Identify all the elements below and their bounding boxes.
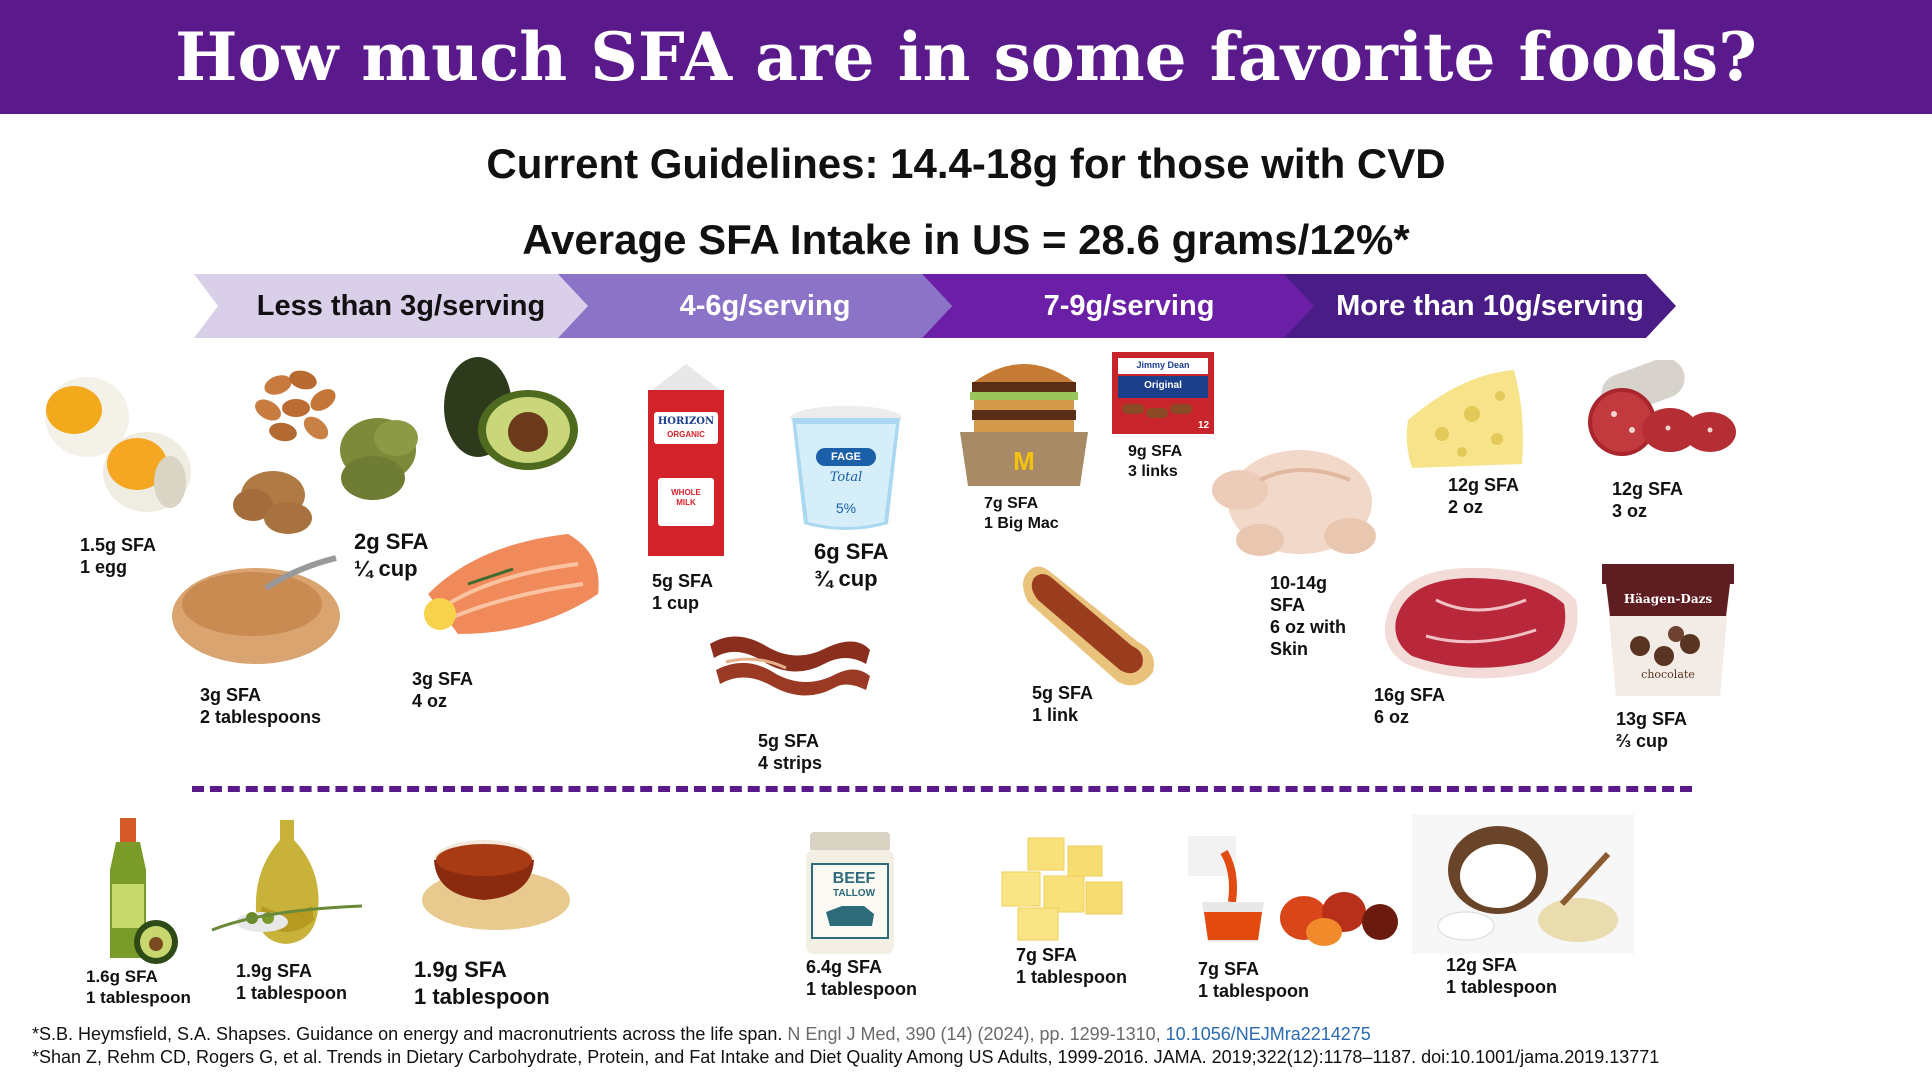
milk-carton-image: HORIZON ORGANIC WHOLE MILK xyxy=(644,360,728,560)
beef-tallow-label: 6.4g SFA 1 tablespoon xyxy=(806,957,918,999)
ice-cream-image: Häagen-Dazs chocolate xyxy=(1600,562,1736,698)
tallow-brand: BEEF xyxy=(832,870,876,887)
egg-image xyxy=(42,372,192,512)
peanut-butter-label: 3g SFA 2 tablespoons xyxy=(200,685,322,727)
sausage-brand: Jimmy Dean xyxy=(1136,360,1190,370)
palm-oil-image xyxy=(1184,832,1398,952)
category-arrow-7-9g: 7-9g/serving xyxy=(922,274,1316,338)
hot-dog-label: 5g SFA 1 link xyxy=(1032,683,1094,725)
salami-image xyxy=(1570,360,1738,470)
steak-label: 16g SFA 6 oz xyxy=(1374,685,1446,727)
reference-1-text: *S.B. Heymsfield, S.A. Shapses. Guidance… xyxy=(32,1024,783,1044)
nuts-label: 2g SFA ¼ cup xyxy=(354,529,429,581)
category-arrow-4-6g: 4-6g/serving xyxy=(558,274,952,338)
svg-text:M: M xyxy=(1013,446,1035,476)
sesame-oil-image xyxy=(404,820,574,940)
sausage-count: 12 xyxy=(1198,420,1210,431)
tallow-sub: TALLOW xyxy=(832,888,876,899)
raw-chicken-image xyxy=(1200,440,1380,570)
average-intake-text: Average SFA Intake in US = 28.6 grams/12… xyxy=(522,216,1410,263)
category-label: More than 10g/serving xyxy=(1336,289,1644,322)
egg-label: 1.5g SFA 1 egg xyxy=(80,535,157,577)
big-mac-image: M xyxy=(956,352,1092,486)
salami-label: 12g SFA 3 oz xyxy=(1612,479,1684,521)
nuts-image xyxy=(218,360,438,545)
hot-dog-image xyxy=(1008,552,1158,692)
sausage-label: 9g SFA 3 links xyxy=(1128,443,1183,480)
sausage-box-image: Jimmy Dean Original 12 xyxy=(1110,350,1216,436)
bacon-label: 5g SFA 4 strips xyxy=(758,731,823,773)
yogurt-sub: Total xyxy=(829,470,863,485)
reference-1-journal: N Engl J Med, 390 (14) (2024), pp. 1299-… xyxy=(787,1024,1161,1044)
guidelines-text: Current Guidelines: 14.4-18g for those w… xyxy=(486,140,1446,187)
dashed-divider xyxy=(192,786,1692,792)
category-label: 4-6g/serving xyxy=(679,289,851,322)
olive-oil-image xyxy=(202,810,372,950)
ice-cream-flavor: chocolate xyxy=(1641,668,1695,681)
bacon-image xyxy=(706,624,874,710)
sausage-sub: Original xyxy=(1144,380,1182,391)
category-label: 7-9g/serving xyxy=(1043,289,1215,322)
peanut-butter-image xyxy=(166,548,346,668)
swiss-cheese-image xyxy=(1402,364,1528,474)
page-title: How much SFA are in some favorite foods? xyxy=(175,18,1757,96)
category-arrow-less-than-3g: Less than 3g/serving xyxy=(194,274,588,338)
milk-brand: HORIZON xyxy=(657,416,715,427)
milk-desc: WHOLE MILK xyxy=(671,488,701,507)
butter-image xyxy=(988,834,1138,944)
title-banner: How much SFA are in some favorite foods? xyxy=(0,0,1932,114)
steak-image xyxy=(1376,560,1586,684)
category-label: Less than 3g/serving xyxy=(256,289,546,322)
beef-tallow-jar-image: BEEF TALLOW xyxy=(802,830,898,956)
milk-sub: ORGANIC xyxy=(667,430,705,439)
ice-cream-brand: Häagen-Dazs xyxy=(1623,592,1713,606)
chicken-label: 10-14g SFA 6 oz with Skin xyxy=(1270,573,1346,659)
cheese-label: 12g SFA 2 oz xyxy=(1448,475,1520,517)
avocado-oil-image xyxy=(86,818,186,968)
salmon-label: 3g SFA 4 oz xyxy=(412,669,474,711)
reference-1: *S.B. Heymsfield, S.A. Shapses. Guidance… xyxy=(32,1024,1371,1045)
yogurt-pct: 5% xyxy=(835,500,857,516)
sesame-oil-label: 1.9g SFA 1 tablespoon xyxy=(414,957,550,1009)
avocado-image xyxy=(440,352,580,482)
reference-2: *Shan Z, Rehm CD, Rogers G, et al. Trend… xyxy=(32,1047,1660,1067)
big-mac-label: 7g SFA 1 Big Mac xyxy=(984,495,1059,532)
reference-1-doi-link[interactable]: 10.1056/NEJMra2214275 xyxy=(1165,1024,1371,1044)
salmon-image xyxy=(418,524,608,644)
yogurt-label: 6g SFA ¾ cup xyxy=(814,539,889,591)
yogurt-brand: FAGE xyxy=(816,448,876,466)
yogurt-image: FAGE Total 5% xyxy=(786,404,906,534)
palm-oil-label: 7g SFA 1 tablespoon xyxy=(1198,959,1310,1001)
coconut-oil-image xyxy=(1412,814,1634,954)
coconut-oil-label: 12g SFA 1 tablespoon xyxy=(1446,955,1558,997)
category-arrow-more-than-10g: More than 10g/serving xyxy=(1284,274,1676,338)
olive-oil-label: 1.9g SFA 1 tablespoon xyxy=(236,961,348,1003)
milk-label: 5g SFA 1 cup xyxy=(652,571,714,613)
butter-label: 7g SFA 1 tablespoon xyxy=(1016,945,1128,987)
avocado-oil-label: 1.6g SFA 1 tablespoon xyxy=(86,967,191,1007)
ice-cream-label: 13g SFA ⅔ cup xyxy=(1616,709,1688,751)
